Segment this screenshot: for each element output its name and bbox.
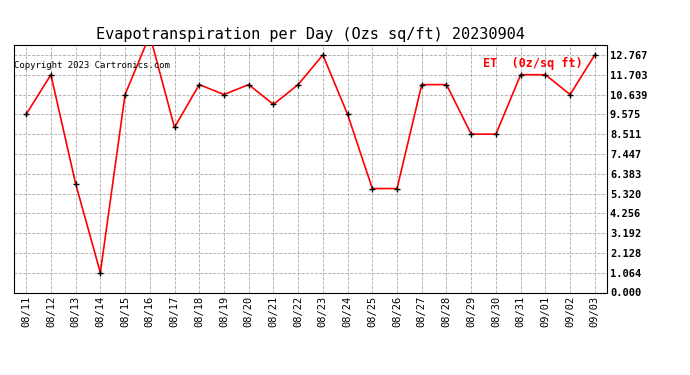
Title: Evapotranspiration per Day (Ozs sq/ft) 20230904: Evapotranspiration per Day (Ozs sq/ft) 2…: [96, 27, 525, 42]
Text: ET  (0z/sq ft): ET (0z/sq ft): [483, 57, 583, 70]
Text: Copyright 2023 Cartronics.com: Copyright 2023 Cartronics.com: [14, 60, 170, 69]
